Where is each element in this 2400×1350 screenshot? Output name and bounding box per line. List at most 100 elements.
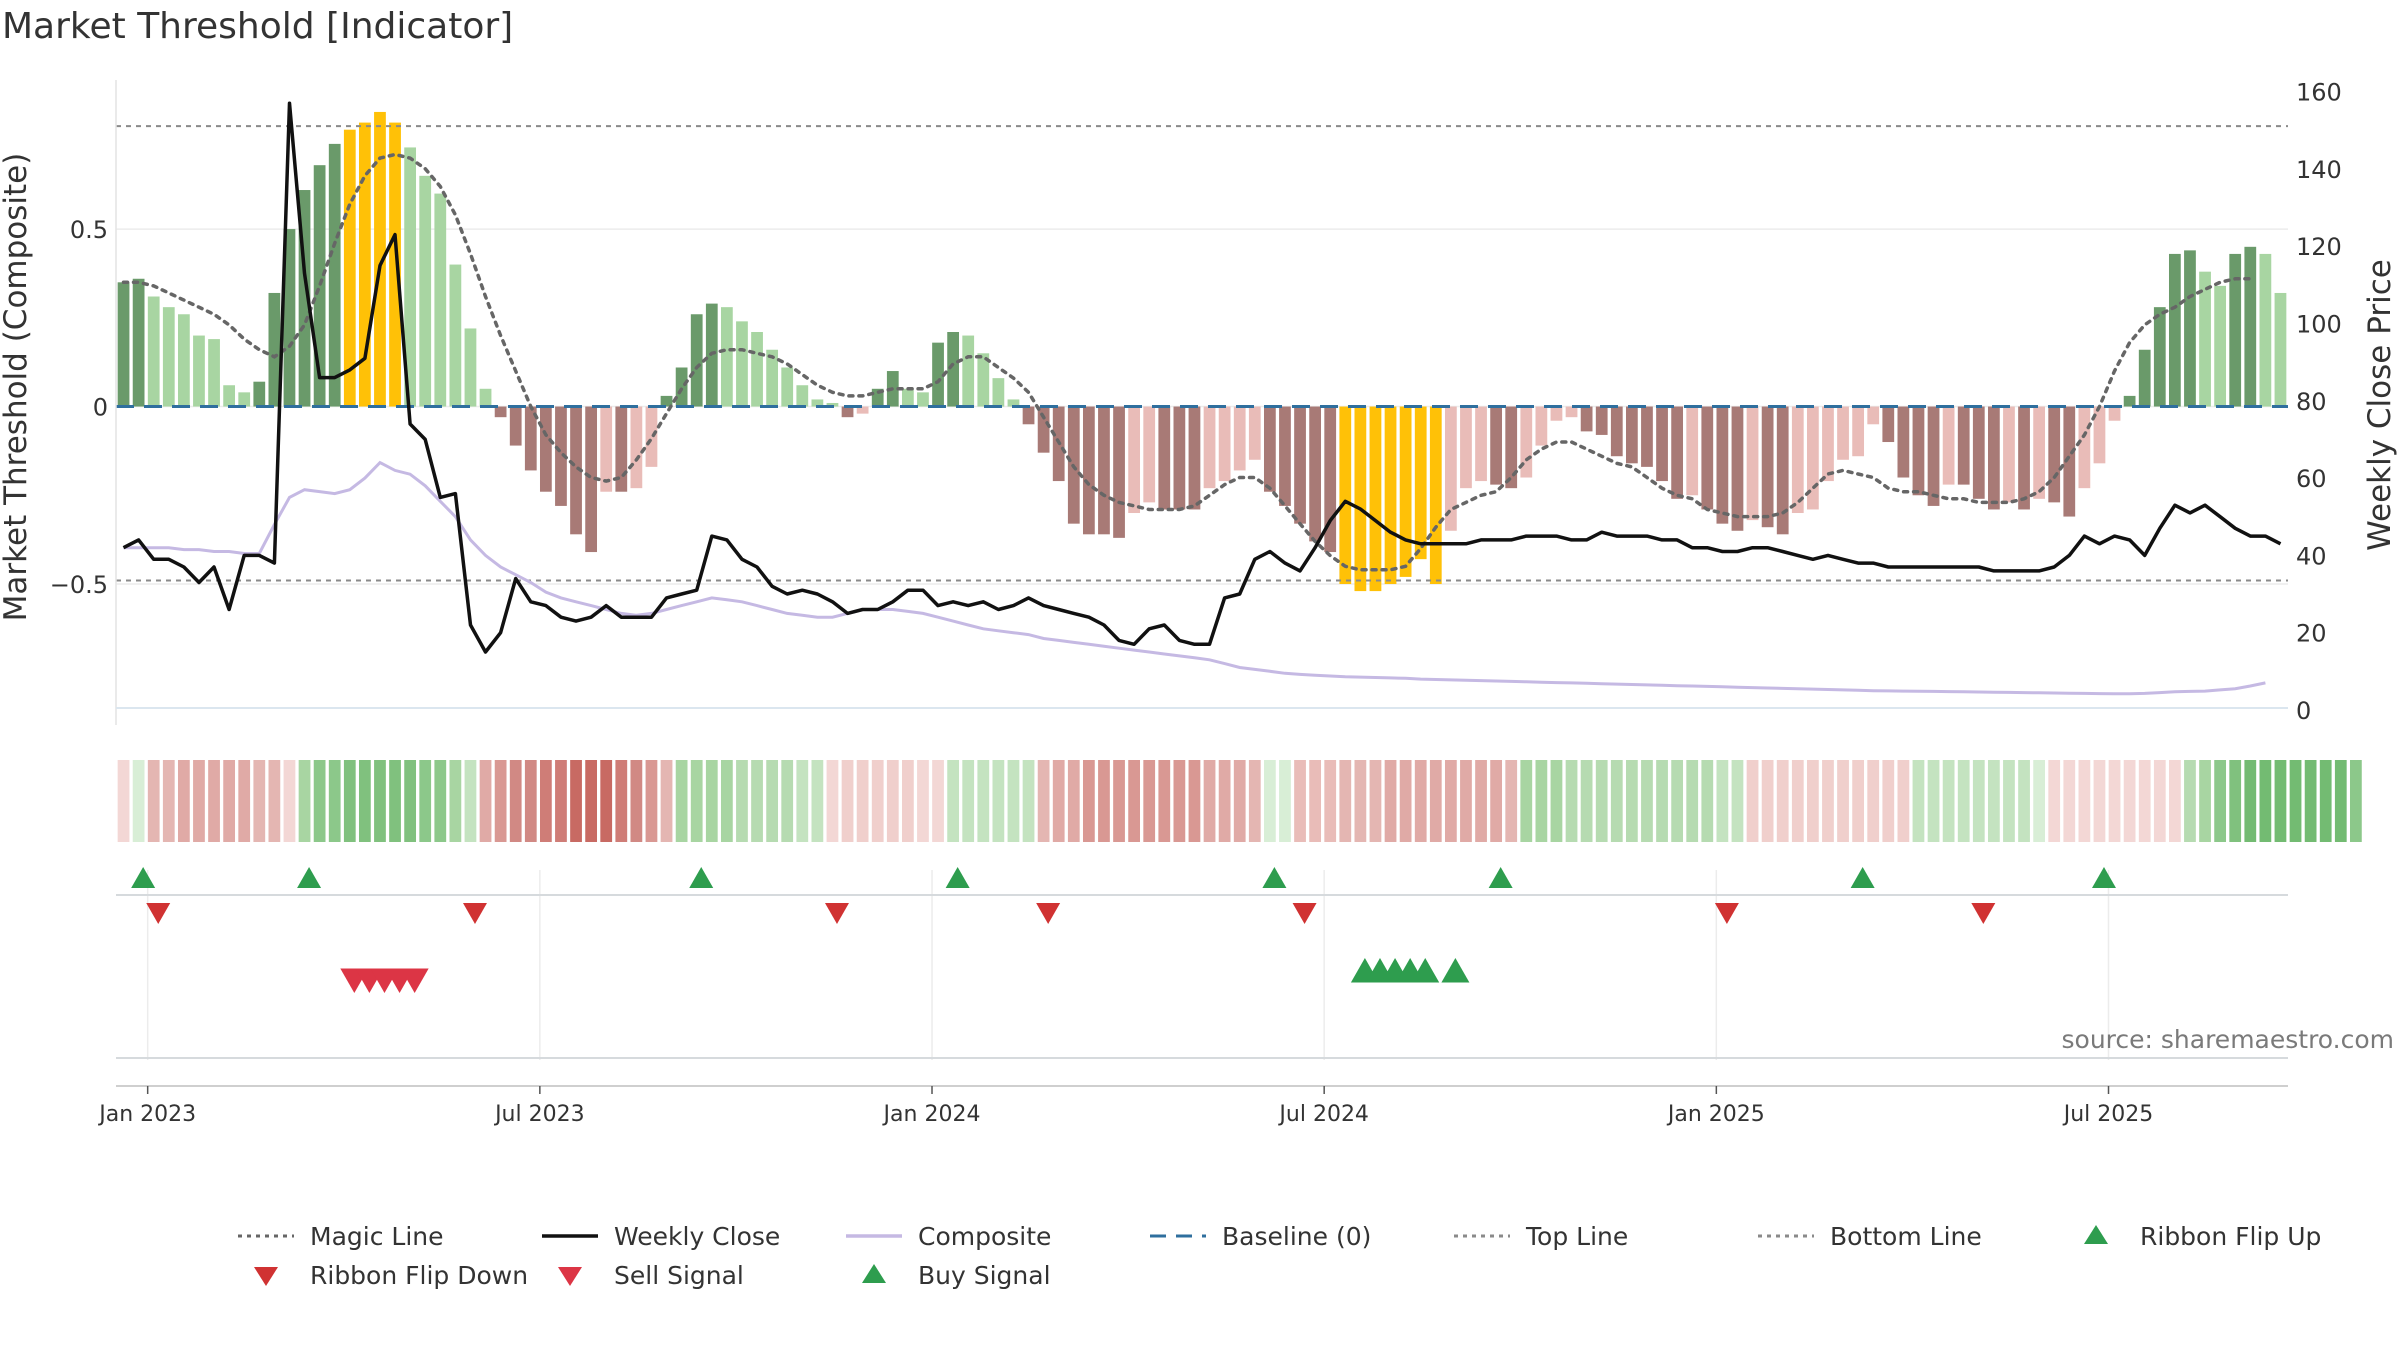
legend-label: Sell Signal — [614, 1261, 744, 1290]
ribbon-cell — [524, 760, 537, 842]
composite-bar — [977, 353, 990, 407]
legend-item: Weekly Close — [542, 1222, 780, 1251]
ribbon-cell — [1475, 760, 1487, 842]
ribbon-cell — [1173, 760, 1186, 842]
composite-bar — [1429, 406, 1442, 584]
composite-bar — [1550, 406, 1563, 421]
ribbon-cell — [2304, 760, 2317, 842]
composite-bar — [358, 122, 371, 407]
ribbon-cell — [2199, 760, 2211, 842]
legend-label: Magic Line — [310, 1222, 444, 1251]
ribbon-cell — [117, 760, 130, 842]
x-tick-label: Jan 2025 — [1666, 1102, 1765, 1127]
ribbon-cell — [464, 760, 477, 842]
composite-bar — [2259, 253, 2272, 407]
composite-bar — [1942, 406, 1955, 485]
ribbon-cell — [917, 760, 929, 842]
ribbon-cell — [177, 760, 190, 842]
source-annotation: source: sharemaestro.com — [2062, 1025, 2395, 1054]
ribbon-cell — [298, 760, 311, 842]
composite-bar — [720, 307, 733, 407]
legend-item: Ribbon Flip Down — [254, 1261, 528, 1290]
ribbon-cell — [1022, 760, 1035, 842]
ribbon-cell — [766, 760, 779, 842]
composite-bar — [1037, 406, 1050, 453]
ribbon-flip-down-marker — [1292, 903, 1317, 924]
composite-bar — [1203, 406, 1216, 489]
ribbon-cell — [2274, 760, 2287, 842]
ribbon-cell — [1128, 760, 1141, 842]
ribbon-cell — [1625, 760, 1638, 842]
chart-legend: Magic Line Weekly Close Composite Baseline … — [238, 1222, 2321, 1290]
ribbon-cell — [736, 760, 748, 842]
ribbon-cell — [962, 760, 975, 842]
ribbon-cell — [555, 760, 567, 842]
ribbon-cell — [1384, 760, 1397, 842]
composite-bar — [1354, 406, 1367, 592]
composite-bar — [2033, 406, 2046, 499]
composite-bar — [1656, 406, 1668, 482]
composite-bar — [1852, 406, 1865, 457]
composite-bar — [132, 278, 145, 407]
composite-bar — [1098, 406, 1110, 535]
ribbon-cell — [1309, 760, 1322, 842]
y-right-tick-label: 140 — [2296, 156, 2342, 184]
composite-bar — [343, 129, 356, 407]
composite-bar — [1595, 406, 1608, 435]
ribbon-cell — [1188, 760, 1201, 842]
ribbon-cell — [1822, 760, 1834, 842]
composite-bar — [2078, 406, 2091, 489]
ribbon-cell — [570, 760, 582, 842]
ribbon-cell — [886, 760, 899, 842]
ribbon-cell — [328, 760, 341, 842]
ribbon-cell — [1731, 760, 1744, 842]
sell-signal-marker — [400, 968, 429, 993]
ribbon-cell — [720, 760, 733, 842]
composite-bar — [932, 342, 944, 407]
legend-item: Ribbon Flip Up — [2084, 1222, 2321, 1251]
composite-bar — [1143, 406, 1156, 503]
ribbon-cell — [1942, 760, 1955, 842]
composite-bar — [2138, 349, 2151, 407]
composite-bar — [1731, 406, 1744, 531]
composite-bar — [1806, 406, 1819, 510]
ribbon-cell — [585, 760, 598, 842]
ribbon-cell — [2063, 760, 2076, 842]
ribbon-cell — [630, 760, 643, 842]
ribbon-cell — [2138, 760, 2151, 842]
ribbon-cell — [2048, 760, 2061, 842]
legend-item: Baseline (0) — [1150, 1222, 1371, 1251]
composite-bar — [1625, 406, 1638, 464]
ribbon-cell — [1595, 760, 1608, 842]
ribbon-cell — [2244, 760, 2257, 842]
composite-bar — [1505, 406, 1518, 489]
composite-bar — [479, 388, 492, 407]
composite-bar — [2229, 253, 2242, 407]
ribbon-cell — [1882, 760, 1895, 842]
ribbon-cell — [268, 760, 281, 842]
y-right-tick-label: 160 — [2296, 79, 2342, 107]
ribbon-cell — [1716, 760, 1729, 842]
composite-bar — [1233, 406, 1246, 471]
composite-bar — [162, 307, 175, 407]
composite-bar — [223, 385, 236, 407]
ribbon-cell — [2214, 760, 2227, 842]
composite-bar — [1610, 406, 1623, 457]
ribbon-cell — [1444, 760, 1457, 842]
composite-bar — [1535, 406, 1548, 446]
composite-bar — [615, 406, 628, 492]
ribbon-cell — [2334, 760, 2347, 842]
ribbon-cell — [1218, 760, 1231, 842]
composite-bar — [1444, 406, 1457, 531]
composite-bar — [781, 367, 794, 407]
ribbon-cell — [2289, 760, 2302, 842]
composite-bar — [1641, 406, 1653, 467]
composite-bar — [1686, 406, 1699, 496]
composite-bar — [1897, 406, 1910, 478]
composite-bar — [2108, 406, 2121, 421]
ribbon-cell — [1671, 760, 1684, 842]
composite-bar — [2244, 246, 2257, 407]
composite-bar — [1339, 406, 1352, 584]
composite-bar — [1867, 406, 1880, 425]
ribbon-cell — [645, 760, 658, 842]
